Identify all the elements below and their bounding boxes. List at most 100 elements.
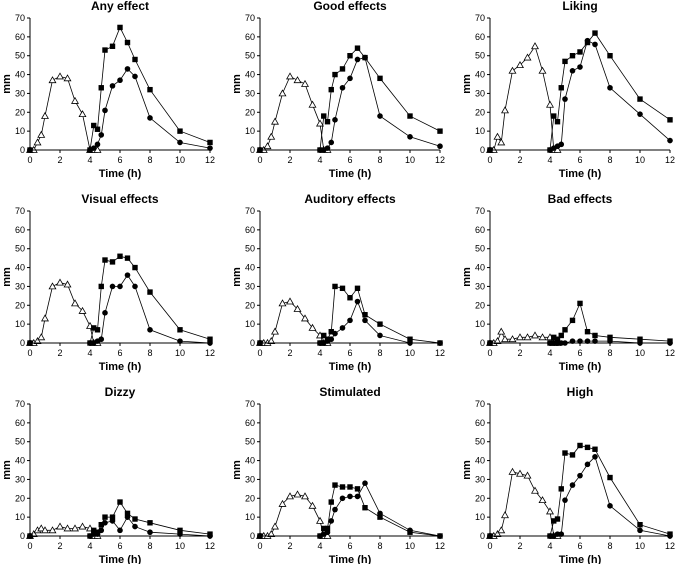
data-point-triangle <box>508 467 517 475</box>
data-point-square <box>177 128 183 134</box>
panel-title: Bad effects <box>548 192 613 206</box>
data-point-triangle <box>546 100 554 108</box>
y-tick-label: 60 <box>15 32 25 42</box>
data-point-circle <box>347 75 353 82</box>
data-point-circle <box>90 145 97 151</box>
x-tick-label: 6 <box>117 155 122 165</box>
data-point-circle <box>98 527 105 534</box>
panel-title: Good effects <box>313 0 387 13</box>
data-point-circle <box>354 298 361 305</box>
panel-title: Stimulated <box>319 385 380 399</box>
panel-title: Auditory effects <box>304 192 396 206</box>
data-point-square <box>637 96 643 102</box>
x-tick-label: 0 <box>257 348 262 358</box>
data-point-circle <box>109 518 116 524</box>
series-circle-filled <box>27 272 213 346</box>
series-square-filled <box>487 30 673 153</box>
data-point-triangle <box>71 524 79 532</box>
data-point-circle <box>562 340 568 346</box>
series-line <box>490 45 558 151</box>
panel-title: High <box>567 385 594 399</box>
y-tick-label: 10 <box>475 512 485 522</box>
data-point-triangle <box>301 79 309 87</box>
data-point-circle <box>577 338 583 344</box>
data-point-triangle <box>78 522 87 530</box>
data-point-triangle <box>56 522 64 530</box>
data-point-triangle <box>271 522 279 530</box>
data-point-triangle <box>278 89 287 97</box>
x-tick-label: 10 <box>405 541 415 551</box>
data-point-circle <box>637 527 643 534</box>
data-point-circle <box>257 340 263 346</box>
data-point-square <box>321 525 327 532</box>
y-tick-label: 0 <box>250 531 255 541</box>
y-tick-label: 20 <box>475 493 485 503</box>
y-tick-label: 20 <box>245 107 255 117</box>
series-circle-filled <box>257 480 443 539</box>
data-point-triangle <box>538 66 547 74</box>
data-point-triangle <box>497 526 506 534</box>
data-point-circle <box>207 340 213 346</box>
data-point-square <box>332 482 338 488</box>
series-circle-filled <box>27 66 213 153</box>
y-tick-label: 30 <box>15 281 25 291</box>
data-point-circle <box>339 325 346 331</box>
data-point-triangle <box>278 299 287 307</box>
data-point-triangle <box>516 469 524 477</box>
data-point-square <box>637 521 643 528</box>
x-tick-label: 8 <box>147 541 152 551</box>
data-point-square <box>569 53 576 59</box>
y-tick-label: 30 <box>475 281 485 291</box>
data-point-circle <box>667 533 673 539</box>
data-point-circle <box>147 529 153 536</box>
x-tick-label: 6 <box>117 348 122 358</box>
x-tick-label: 10 <box>635 541 645 551</box>
data-point-square <box>339 484 346 490</box>
data-point-triangle <box>508 66 517 74</box>
series-line <box>490 445 671 537</box>
data-point-square <box>584 444 591 451</box>
data-point-square <box>347 53 353 59</box>
x-axis-label: Time (h) <box>99 554 142 564</box>
data-point-square <box>339 285 346 292</box>
series-triangle-open <box>486 467 562 539</box>
data-point-circle <box>577 472 583 479</box>
y-tick-label: 0 <box>20 338 25 348</box>
data-point-circle <box>117 283 123 290</box>
data-point-square <box>124 510 131 517</box>
panel-dizzy: Dizzy 0 10 20 30 40 50 60 70 0 2 4 6 8 10 12 Time (h) mm <box>1 385 215 564</box>
series-triangle-open <box>486 42 562 153</box>
x-tick-label: 4 <box>317 155 322 165</box>
y-tick-label: 70 <box>475 13 485 23</box>
series-triangle-open <box>256 72 332 153</box>
data-point-circle <box>132 283 138 290</box>
x-tick-label: 8 <box>377 155 382 165</box>
data-point-circle <box>124 514 131 520</box>
data-point-circle <box>328 336 335 343</box>
data-point-circle <box>257 533 263 539</box>
data-point-triangle <box>37 333 46 341</box>
x-tick-label: 0 <box>257 155 262 165</box>
panel-title: Liking <box>562 0 597 13</box>
panel-auditory-effects: Auditory effects 0 10 20 30 40 50 60 70 0 2 4 6 8 10 12… <box>231 192 445 373</box>
y-axis-label: mm <box>461 74 473 94</box>
x-axis-label: Time (h) <box>559 554 602 564</box>
data-point-circle <box>407 527 413 534</box>
series-triangle-open <box>256 297 332 346</box>
data-point-square <box>354 45 361 51</box>
data-point-triangle <box>56 278 64 286</box>
data-point-square <box>109 514 116 520</box>
panel-title: Dizzy <box>105 385 136 399</box>
data-point-square <box>558 85 564 91</box>
data-point-circle <box>562 96 568 102</box>
panel-visual-effects: Visual effects 0 10 20 30 40 50 60 70 0 2 4 6 8 10 12 Ti… <box>1 192 215 373</box>
data-point-circle <box>437 533 443 539</box>
y-tick-label: 20 <box>15 493 25 503</box>
y-tick-label: 70 <box>245 13 255 23</box>
x-tick-label: 2 <box>287 541 292 551</box>
x-tick-label: 0 <box>487 155 492 165</box>
data-point-circle <box>177 338 183 344</box>
data-point-square <box>94 126 101 132</box>
data-point-circle <box>487 147 493 153</box>
x-axis-label: Time (h) <box>329 554 372 564</box>
